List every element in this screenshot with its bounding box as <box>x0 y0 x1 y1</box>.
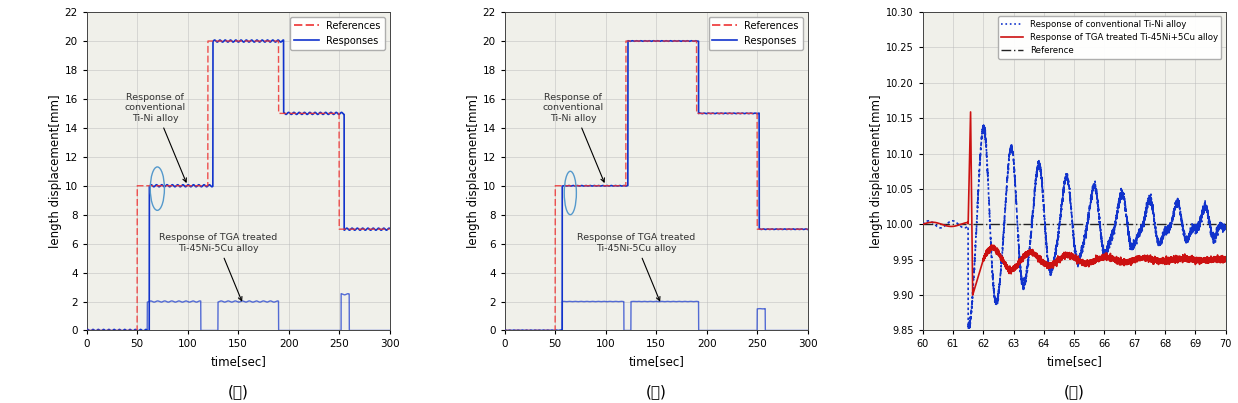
Y-axis label: length displacement[mm]: length displacement[mm] <box>48 94 62 248</box>
Text: Response of
conventional
Ti-Ni alloy: Response of conventional Ti-Ni alloy <box>125 93 187 182</box>
Legend: Response of conventional Ti-Ni alloy, Response of TGA treated Ti-45Ni+5Cu alloy,: Response of conventional Ti-Ni alloy, Re… <box>998 17 1222 59</box>
Y-axis label: length displacement[mm]: length displacement[mm] <box>467 94 479 248</box>
Legend: References, Responses: References, Responses <box>708 17 802 50</box>
X-axis label: time[sec]: time[sec] <box>628 355 685 368</box>
Text: Response of
conventional
Ti-Ni alloy: Response of conventional Ti-Ni alloy <box>542 93 604 182</box>
Text: (나): (나) <box>646 384 666 400</box>
Text: (다): (다) <box>1063 384 1084 400</box>
X-axis label: time[sec]: time[sec] <box>1046 355 1102 368</box>
Y-axis label: length displacement[mm]: length displacement[mm] <box>870 94 883 248</box>
Text: (가): (가) <box>228 384 249 400</box>
Text: Response of TGA treated
Ti-45Ni-5Cu alloy: Response of TGA treated Ti-45Ni-5Cu allo… <box>577 233 695 301</box>
X-axis label: time[sec]: time[sec] <box>210 355 266 368</box>
Text: Response of TGA treated
Ti-45Ni-5Cu alloy: Response of TGA treated Ti-45Ni-5Cu allo… <box>158 233 277 301</box>
Legend: References, Responses: References, Responses <box>291 17 385 50</box>
